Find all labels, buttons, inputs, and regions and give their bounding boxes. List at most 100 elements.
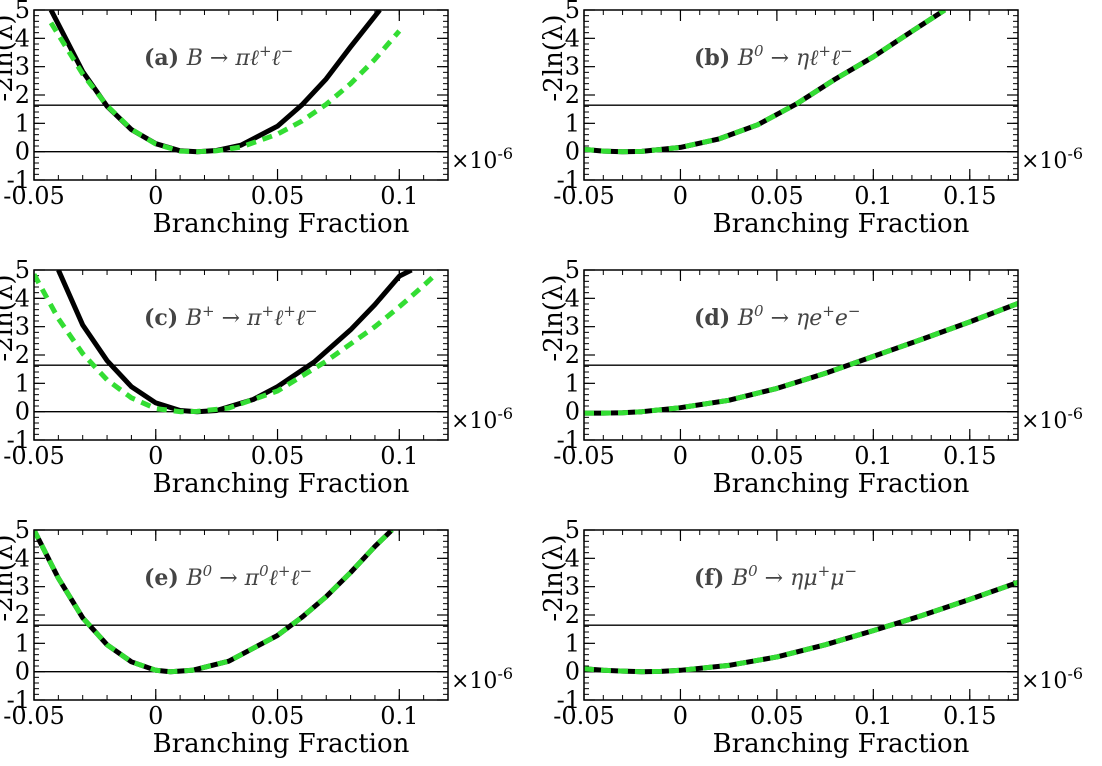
dashed-curve <box>584 580 1018 675</box>
y-tick-label: -1 <box>557 426 580 454</box>
y-tick-label: 4 <box>565 544 580 572</box>
panel-tag: (c) <box>144 305 186 331</box>
solid-curve <box>56 270 413 415</box>
process-text: μ <box>803 566 817 591</box>
solid-curve <box>584 10 947 155</box>
curve-group <box>584 580 1018 675</box>
x-tick-label: 0.1 <box>380 702 418 730</box>
x-axis-title: Branching Fraction <box>153 729 410 759</box>
panel-label: (c) B+ → π+ℓ+ℓ− <box>144 302 318 331</box>
y-tick-label: 0 <box>15 658 30 686</box>
process-text: ℓ <box>831 46 841 71</box>
y-tick-label: 2 <box>15 601 30 629</box>
y-tick-label: 2 <box>565 341 580 369</box>
process-text: ℓ <box>269 566 279 591</box>
x-tick-label: 0.1 <box>854 702 892 730</box>
plot-frame <box>583 9 1019 181</box>
process-text: 0 <box>754 42 764 60</box>
x-tick-label: 0.15 <box>943 182 996 210</box>
panel-label: (f) B0 → ημ+μ− <box>694 562 857 591</box>
curve-group <box>48 10 402 155</box>
y-tick-label: 3 <box>565 53 580 81</box>
plot-frame <box>583 529 1019 701</box>
process-text: 0 <box>754 302 764 320</box>
y-tick-label: 1 <box>565 629 580 657</box>
x-tick-label: 0 <box>673 702 688 730</box>
x-tick-label: 0 <box>673 182 688 210</box>
plot-frame <box>33 529 449 701</box>
process-text: − <box>300 562 313 580</box>
process-text: ℓ <box>250 46 260 71</box>
x-tick-label: -0.05 <box>3 702 65 730</box>
x-tick-label: 0.05 <box>750 702 803 730</box>
scale-exponent: -6 <box>1067 664 1083 683</box>
dashed-curve <box>584 301 1018 416</box>
x-tick-label: -0.05 <box>553 442 615 470</box>
y-tick-label: 3 <box>15 573 30 601</box>
x-tick-label: 0 <box>148 702 163 730</box>
process-text: − <box>281 42 294 60</box>
x-scale-label: ×10-6 <box>451 664 513 695</box>
process-text: 0 <box>203 562 213 580</box>
x-tick-label: 0.05 <box>251 182 304 210</box>
x-tick-label: 0 <box>673 442 688 470</box>
panel-tag: (d) <box>694 305 738 331</box>
process-text: − <box>840 42 853 60</box>
x-tick-label: 0.05 <box>750 442 803 470</box>
process-text: − <box>848 302 861 320</box>
process-text: ℓ <box>274 306 284 331</box>
dashed-curve <box>48 21 402 155</box>
scale-exponent: -6 <box>1067 404 1083 423</box>
curve-group <box>584 301 1018 416</box>
process-text: B <box>731 566 748 591</box>
process-text: − <box>305 302 318 320</box>
x-tick-label: -0.05 <box>3 442 65 470</box>
y-tick-label: 5 <box>565 256 580 284</box>
y-tick-label: 0 <box>15 398 30 426</box>
process-text: − <box>844 562 857 580</box>
x-tick-label: 0.1 <box>854 442 892 470</box>
x-tick-label: 0 <box>148 442 163 470</box>
process-text: → η <box>758 566 804 591</box>
process-text: B <box>185 306 202 331</box>
process-text: → η <box>764 46 810 71</box>
x-scale-label: ×10-6 <box>451 144 513 175</box>
y-axis-title: -2ln(λ) <box>539 274 569 361</box>
process-text: → η <box>764 306 810 331</box>
process-text: B <box>185 566 202 591</box>
curve-group <box>584 10 947 155</box>
y-tick-label: 2 <box>565 81 580 109</box>
y-axis-title: -2ln(λ) <box>539 534 569 621</box>
y-tick-label: 4 <box>15 544 30 572</box>
y-tick-label: 0 <box>565 658 580 686</box>
y-tick-label: 4 <box>565 284 580 312</box>
y-tick-label: 4 <box>15 24 30 52</box>
scale-base: ×10 <box>1021 669 1067 694</box>
process-text: B <box>737 306 754 331</box>
process-text: ℓ <box>272 46 282 71</box>
curve-group <box>34 530 394 675</box>
x-tick-label: -0.05 <box>553 702 615 730</box>
solid-curve <box>34 530 394 675</box>
y-tick-label: 5 <box>15 256 30 284</box>
y-tick-label: 0 <box>15 138 30 166</box>
process-text: + <box>283 302 296 320</box>
y-tick-label: -1 <box>7 686 30 714</box>
y-tick-label: 1 <box>15 109 30 137</box>
x-tick-label: 0 <box>148 182 163 210</box>
process-text: e <box>835 306 848 331</box>
process-text: → π <box>203 46 250 71</box>
x-tick-label: 0.1 <box>380 182 418 210</box>
y-tick-label: 3 <box>15 53 30 81</box>
process-text: 0 <box>748 562 758 580</box>
process-text: 0 <box>259 562 269 580</box>
plot-frame <box>583 269 1019 441</box>
y-tick-label: 2 <box>15 81 30 109</box>
y-tick-label: -1 <box>557 686 580 714</box>
y-tick-label: 5 <box>565 0 580 24</box>
panel-tag: (b) <box>694 45 738 71</box>
